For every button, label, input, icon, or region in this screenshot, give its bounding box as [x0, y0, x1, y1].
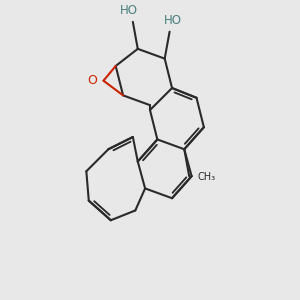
- Text: HO: HO: [164, 14, 182, 27]
- Text: O: O: [88, 74, 98, 87]
- Text: HO: HO: [120, 4, 138, 17]
- Text: CH₃: CH₃: [198, 172, 216, 182]
